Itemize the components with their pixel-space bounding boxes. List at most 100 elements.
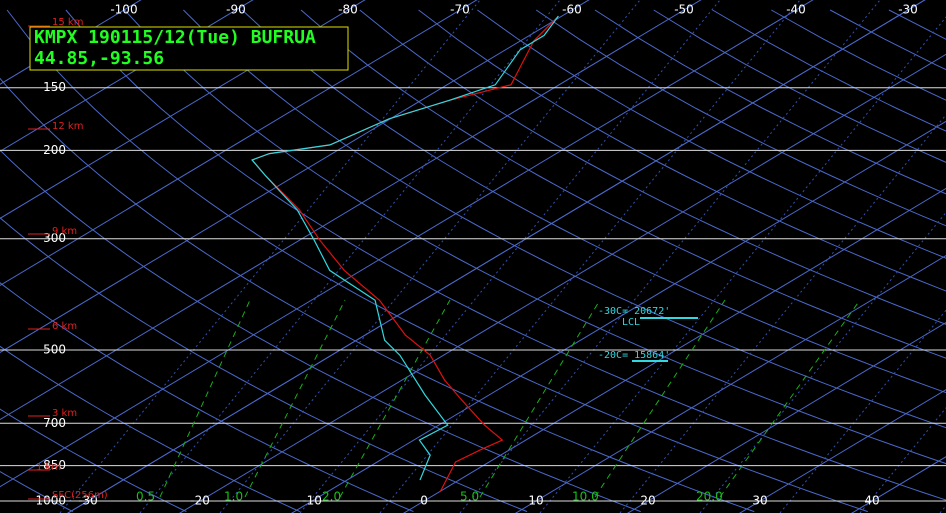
- mixing-ratio-line: [479, 299, 601, 498]
- height-label: 9 km: [52, 226, 77, 237]
- x-tick-label: -20: [190, 494, 210, 508]
- isotherm: [0, 0, 366, 219]
- mixing-ratio-line: [244, 299, 346, 498]
- profile-line: [251, 15, 559, 481]
- dry-adiabat: [0, 345, 301, 513]
- moist-adiabat: [379, 0, 801, 513]
- height-label: 6 km: [52, 321, 77, 332]
- x-tick-label: 20: [640, 494, 655, 508]
- isotherm: [0, 0, 142, 85]
- x-tick-label: -70: [450, 3, 470, 17]
- annotation: -20C= 15864': [598, 350, 670, 361]
- y-tick-label: 200: [43, 143, 66, 157]
- dry-adiabat: [124, 9, 946, 465]
- mixing-ratio-label: 5.0: [460, 490, 479, 504]
- height-label: 3 km: [52, 408, 77, 419]
- x-tick-label: -40: [786, 3, 806, 17]
- dry-adiabat: [418, 9, 946, 292]
- y-tick-label: 150: [43, 80, 66, 94]
- mixing-ratio-label: 0.5: [136, 490, 155, 504]
- x-tick-label: -30: [898, 3, 918, 17]
- mixing-ratio-line: [159, 299, 251, 498]
- x-tick-label: -80: [338, 3, 358, 17]
- annotation: LCL: [622, 317, 640, 328]
- dry-adiabat: [0, 149, 641, 513]
- annotations: -30C= 20672' LCL -20C= 15864': [598, 306, 698, 362]
- isotherm: [0, 0, 590, 354]
- isotherm: [0, 0, 814, 488]
- mixing-ratio-line: [594, 299, 726, 498]
- title-box: [29, 26, 349, 71]
- y-tick-label: 1000: [35, 494, 66, 508]
- x-tick-label: -10: [302, 494, 322, 508]
- annotation: -30C= 20672': [598, 306, 670, 317]
- dry-adiabat: [300, 9, 946, 359]
- isotherm: [179, 53, 946, 513]
- dry-adiabat: [535, 9, 946, 227]
- y-tick-label: 850: [43, 458, 66, 472]
- moist-adiabat: [219, 0, 641, 513]
- isotherm: [851, 456, 946, 513]
- mixing-ratio-labels: 0.5 1.0 2.0 5.0 10.0 20.0: [136, 490, 723, 504]
- moist-adiabat: [779, 309, 946, 513]
- mixing-ratio-label: 1.0: [224, 490, 243, 504]
- mixing-ratio-label: 20.0: [696, 490, 723, 504]
- y-tick-label: 300: [43, 231, 66, 245]
- mixing-ratio-line: [339, 299, 451, 498]
- dry-adiabat: [6, 9, 868, 513]
- chart-subtitle: 44.85,-93.56: [34, 48, 164, 69]
- x-tick-label: -100: [110, 3, 137, 17]
- dry-adiabat: [241, 9, 946, 394]
- moist-adiabat: [299, 0, 721, 513]
- moist-adiabat: [619, 114, 946, 513]
- dry-adiabat: [653, 9, 946, 163]
- y-tick-label: 700: [43, 416, 66, 430]
- height-label: 12 km: [52, 121, 83, 132]
- x-tick-label: -30: [78, 494, 98, 508]
- x-tick-label: 30: [752, 494, 767, 508]
- moist-adiabat: [459, 0, 881, 513]
- height-label: 1 km: [36, 462, 61, 473]
- dry-adiabat: [771, 9, 946, 101]
- isotherm: [0, 0, 702, 421]
- foreground: -100 -90 -80 -70 -60 -50 -40 -30-30 -20 -10 0 10 20 3…: [35, 3, 917, 508]
- mixing-ratio-label: 10.0: [572, 490, 599, 504]
- isotherm: [0, 0, 478, 287]
- dry-adiabat: [183, 9, 946, 429]
- chart-title: KMPX 190115/12(Tue) BUFRUA: [34, 27, 316, 48]
- moist-adiabat: [59, 0, 481, 513]
- dry-adiabat: [594, 9, 946, 195]
- x-tick-label: -60: [562, 3, 582, 17]
- isotherm: [515, 254, 946, 513]
- x-tick-label: -50: [674, 3, 694, 17]
- dry-adiabat: [0, 282, 414, 513]
- dry-adiabat: [477, 9, 946, 259]
- dry-adiabat: [0, 77, 755, 513]
- x-tick-label: 40: [864, 494, 879, 508]
- height-labels: 15 km 12 km 9 km 6 km 3 km 1 km SFC(256m…: [28, 17, 108, 501]
- moist-adiabat: [539, 16, 946, 513]
- isotherm: [291, 120, 946, 513]
- isotherm: [403, 187, 946, 513]
- height-label: SFC(256m): [52, 490, 108, 501]
- x-tick-label: -90: [226, 3, 246, 17]
- dry-adiabat: [829, 9, 946, 71]
- dry-adiabat: [359, 9, 946, 325]
- mixing-ratio-line: [719, 299, 861, 498]
- isotherm: [0, 0, 254, 152]
- mixing-ratio-label: 2.0: [322, 490, 341, 504]
- moist-adiabat: [859, 407, 946, 513]
- isotherm: [739, 389, 946, 513]
- height-label: 15 km: [52, 17, 83, 28]
- dry-adiabat: [0, 408, 187, 513]
- isotherm: [67, 0, 926, 513]
- x-tick-label: 10: [528, 494, 543, 508]
- isotherm: [627, 322, 946, 513]
- dry-adiabat: [0, 217, 528, 513]
- mixing-ratio-lines: [159, 299, 861, 498]
- dry-adiabat: [0, 470, 74, 513]
- profile-line: [251, 15, 559, 493]
